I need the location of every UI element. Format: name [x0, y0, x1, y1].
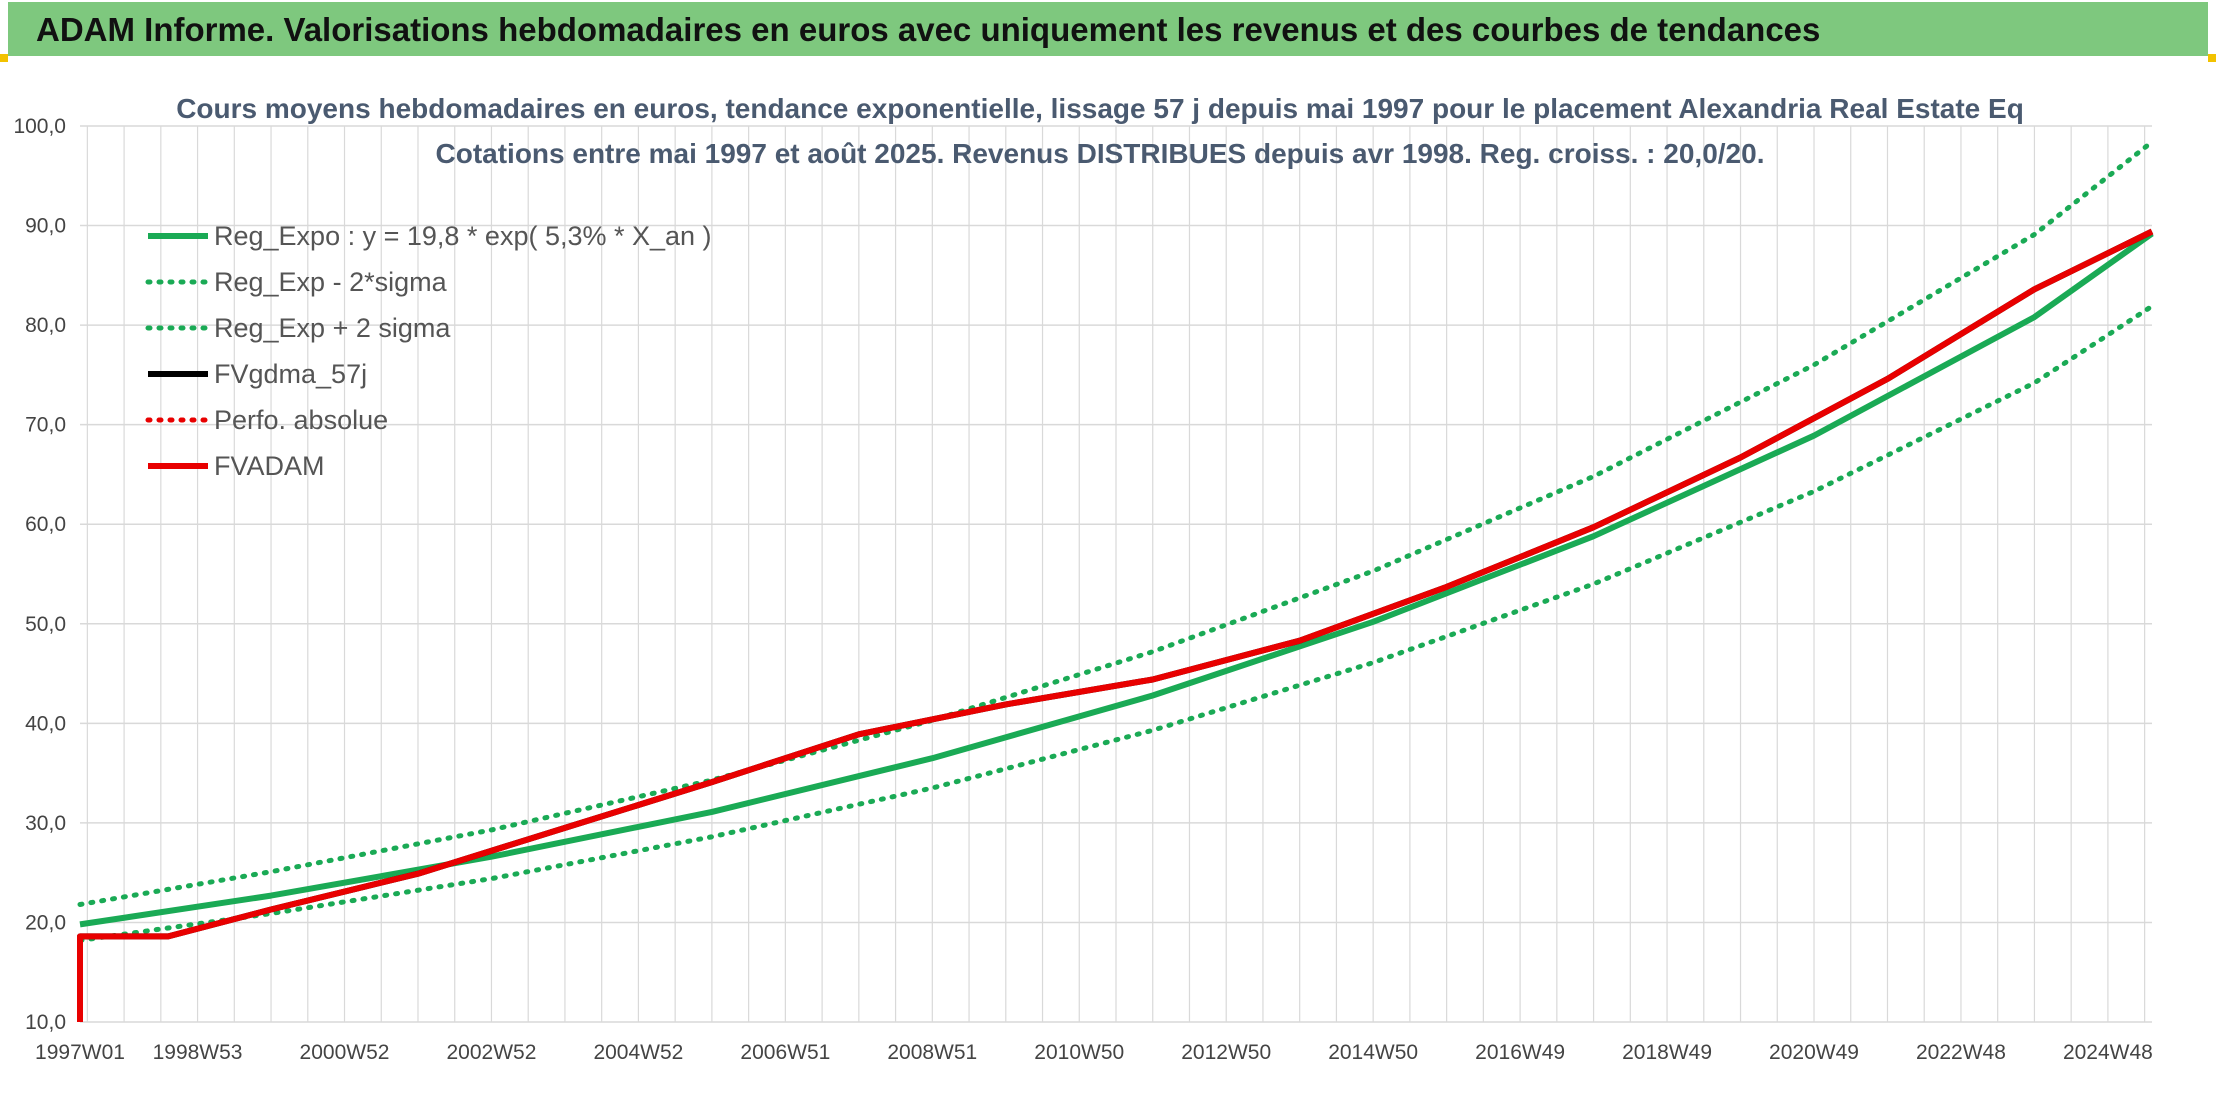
x-tick-label: 2004W52 — [593, 1041, 683, 1064]
x-tick-label: 2010W50 — [1034, 1041, 1124, 1064]
y-tick-label: 90,0 — [25, 215, 66, 238]
x-tick-label: 2024W48 — [2063, 1041, 2153, 1064]
x-tick-label: 1997W01 — [35, 1041, 125, 1064]
chart-legend: Reg_Expo : y = 19,8 * exp( 5,3% * X_an )… — [145, 221, 712, 481]
y-tick-label: 50,0 — [25, 613, 66, 636]
legend-label: Reg_Exp - 2*sigma — [214, 267, 448, 297]
y-tick-label: 100,0 — [13, 115, 66, 138]
x-tick-label: 2016W49 — [1475, 1041, 1565, 1064]
y-tick-label: 30,0 — [25, 812, 66, 835]
chart-title-block: Cours moyens hebdomadaires en euros, ten… — [176, 93, 2024, 169]
x-tick-label: 1998W53 — [153, 1041, 243, 1064]
y-tick-label: 10,0 — [25, 1011, 66, 1034]
y-tick-label: 20,0 — [25, 911, 66, 934]
series-line-5 — [77, 228, 2154, 1022]
x-tick-label: 2008W51 — [887, 1041, 977, 1064]
axis-ticks: 10,0 20,0 30,0 40,0 50,0 60,0 70,0 80,0 90,0 100,… — [13, 115, 2152, 1064]
legend-label: Reg_Exp + 2 sigma — [214, 313, 451, 343]
x-tick-label: 2014W50 — [1328, 1041, 1418, 1064]
report-banner-title: ADAM Informe. Valorisations hebdomadaire… — [8, 2, 2208, 56]
legend-label: FVADAM — [214, 451, 325, 481]
y-tick-label: 60,0 — [25, 513, 66, 536]
x-tick-label: 2022W48 — [1916, 1041, 2006, 1064]
series-line-2 — [77, 139, 2155, 907]
y-tick-label: 80,0 — [25, 314, 66, 337]
x-tick-label: 2012W50 — [1181, 1041, 1271, 1064]
line-chart: 10,0 20,0 30,0 40,0 50,0 60,0 70,0 80,0 90,0 100,… — [13, 93, 2155, 1064]
series-lines — [77, 139, 2155, 1022]
legend-label: Perfo. absolue — [214, 405, 388, 435]
series-line-0 — [79, 231, 2154, 928]
legend-label: FVgdma_57j — [214, 359, 367, 389]
grid-lines — [80, 125, 2152, 1023]
x-tick-label: 2020W49 — [1769, 1041, 1859, 1064]
y-tick-label: 40,0 — [25, 712, 66, 735]
x-tick-label: 2018W49 — [1622, 1041, 1712, 1064]
corner-marker-top-left — [0, 54, 8, 62]
legend-label: Reg_Expo : y = 19,8 * exp( 5,3% * X_an ) — [214, 221, 712, 251]
x-tick-label: 2002W52 — [447, 1041, 537, 1064]
series-line-1 — [77, 303, 2155, 943]
chart-title: Cours moyens hebdomadaires en euros, ten… — [176, 93, 2024, 124]
y-tick-label: 70,0 — [25, 414, 66, 437]
x-tick-label: 2000W52 — [300, 1041, 390, 1064]
chart-subtitle: Cotations entre mai 1997 et août 2025. R… — [436, 138, 1765, 169]
corner-marker-top-right — [2208, 54, 2216, 62]
x-tick-label: 2006W51 — [740, 1041, 830, 1064]
